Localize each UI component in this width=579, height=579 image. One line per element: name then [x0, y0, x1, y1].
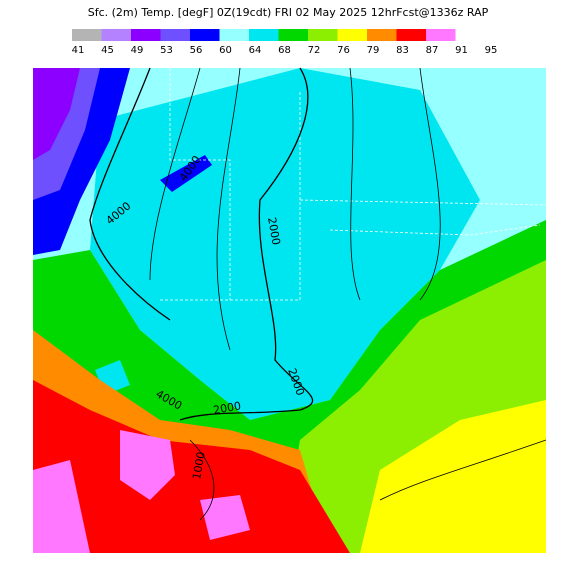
- colorbar-label: 56: [190, 45, 203, 56]
- state-borders: [160, 68, 547, 301]
- colorbar-label: 64: [249, 45, 262, 56]
- colorbar-label: 41: [72, 45, 85, 56]
- colorbar-swatch: [367, 29, 397, 41]
- colorbar-label: 79: [367, 45, 380, 56]
- colorbar-swatch: [190, 29, 220, 41]
- contour-label: 2000: [212, 399, 242, 417]
- colorbar-swatch: [278, 29, 308, 41]
- colorbar-label: 60: [219, 45, 232, 56]
- colorbar-swatch: [101, 29, 131, 41]
- map: 4000 4000 2000 2000 2000 4000 1000: [33, 67, 547, 553]
- title: Sfc. (2m) Temp. [degF] 0Z(19cdt) FRI 02 …: [88, 6, 489, 19]
- colorbar-swatch: [308, 29, 338, 41]
- contour-line: [149, 67, 547, 521]
- region-red: [33, 380, 350, 553]
- contour-label: 2000: [265, 216, 283, 246]
- colorbar-label: 87: [426, 45, 439, 56]
- colorbar-label: 72: [308, 45, 321, 56]
- colorbar-swatch: [396, 29, 426, 41]
- colorbar-swatch: [455, 29, 485, 41]
- colorbar-swatch: [249, 29, 279, 41]
- colorbar-label: 68: [278, 45, 291, 56]
- region-blue-patch: [160, 155, 212, 192]
- region-yellow: [360, 400, 546, 553]
- colorbar-swatch: [72, 29, 102, 41]
- colorbar-label: 49: [131, 45, 144, 56]
- colorbar-label: 76: [337, 45, 350, 56]
- colorbar-swatch: [160, 29, 190, 41]
- colorbar-swatch: [131, 29, 161, 41]
- region-pink: [33, 460, 90, 553]
- colorbar-label: 53: [160, 45, 173, 56]
- contour-line: [89, 67, 171, 321]
- colorbar-label: 95: [485, 45, 498, 56]
- contour-label: 1000: [190, 451, 208, 481]
- colorbar-swatch: [426, 29, 456, 41]
- colorbar: 41 45 49 53 56 60 64 68 72 76 79 83 87 91 95: [72, 29, 498, 56]
- region-pink: [200, 495, 250, 540]
- colorbar-swatch: [219, 29, 249, 41]
- colorbar-label: 91: [455, 45, 468, 56]
- region-pink: [120, 430, 175, 500]
- colorbar-label: 83: [396, 45, 409, 56]
- colorbar-label: 45: [101, 45, 114, 56]
- contour-line: [179, 67, 314, 421]
- colorbar-swatch: [337, 29, 367, 41]
- region-cyan: [90, 68, 480, 420]
- region-purple: [33, 68, 80, 160]
